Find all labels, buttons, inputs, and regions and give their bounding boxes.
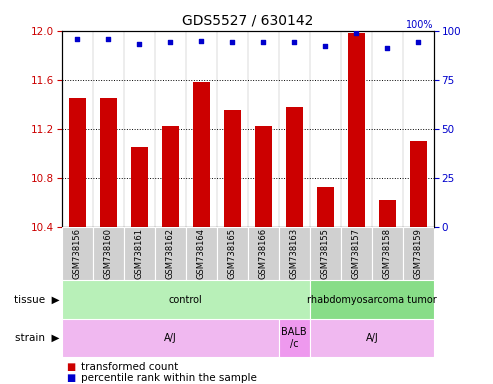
Bar — [255, 126, 272, 227]
Text: A/J: A/J — [365, 333, 378, 343]
Bar — [131, 147, 148, 227]
Text: GSM738166: GSM738166 — [259, 228, 268, 279]
Text: ■: ■ — [67, 362, 76, 372]
Point — [197, 38, 205, 44]
Text: GSM738161: GSM738161 — [135, 228, 143, 279]
Bar — [341, 227, 372, 280]
Point — [321, 43, 329, 50]
Bar — [317, 187, 334, 227]
Text: GSM738162: GSM738162 — [166, 228, 175, 279]
Bar — [286, 107, 303, 227]
Text: BALB
/c: BALB /c — [282, 327, 307, 349]
Bar — [186, 227, 217, 280]
Text: GSM738163: GSM738163 — [290, 228, 299, 279]
Bar — [193, 82, 210, 227]
Text: percentile rank within the sample: percentile rank within the sample — [81, 373, 257, 383]
Text: GSM738157: GSM738157 — [352, 228, 361, 279]
Point — [135, 41, 143, 48]
Point — [104, 35, 112, 41]
Text: GSM738165: GSM738165 — [228, 228, 237, 279]
Bar — [93, 227, 124, 280]
Point — [384, 45, 391, 51]
Point — [290, 40, 298, 46]
Bar — [310, 319, 434, 357]
Text: A/J: A/J — [164, 333, 176, 343]
Point — [228, 40, 236, 46]
Text: ■: ■ — [67, 373, 76, 383]
Bar — [348, 33, 365, 227]
Bar — [224, 110, 241, 227]
Bar — [162, 126, 179, 227]
Bar — [279, 227, 310, 280]
Text: GDS5527 / 630142: GDS5527 / 630142 — [182, 13, 314, 27]
Bar — [279, 319, 310, 357]
Bar — [62, 280, 310, 319]
Text: 100%: 100% — [406, 20, 434, 30]
Bar — [69, 98, 86, 227]
Text: GSM738164: GSM738164 — [197, 228, 206, 279]
Bar — [379, 200, 396, 227]
Bar — [62, 319, 279, 357]
Text: transformed count: transformed count — [81, 362, 178, 372]
Text: tissue  ▶: tissue ▶ — [13, 295, 59, 305]
Bar — [155, 227, 186, 280]
Point — [73, 35, 81, 41]
Bar — [247, 227, 279, 280]
Bar — [403, 227, 434, 280]
Bar — [372, 227, 403, 280]
Point — [259, 40, 267, 46]
Text: GSM738156: GSM738156 — [72, 228, 82, 279]
Text: GSM738160: GSM738160 — [104, 228, 113, 279]
Bar — [217, 227, 248, 280]
Point — [415, 40, 423, 46]
Text: strain  ▶: strain ▶ — [15, 333, 59, 343]
Text: GSM738159: GSM738159 — [414, 228, 423, 279]
Text: rhabdomyosarcoma tumor: rhabdomyosarcoma tumor — [307, 295, 437, 305]
Bar — [62, 227, 93, 280]
Point — [166, 40, 174, 46]
Text: control: control — [169, 295, 203, 305]
Bar — [124, 227, 155, 280]
Bar — [310, 227, 341, 280]
Text: GSM738155: GSM738155 — [321, 228, 330, 279]
Bar — [310, 280, 434, 319]
Point — [352, 30, 360, 36]
Bar — [100, 98, 117, 227]
Bar — [410, 141, 427, 227]
Text: GSM738158: GSM738158 — [383, 228, 392, 279]
